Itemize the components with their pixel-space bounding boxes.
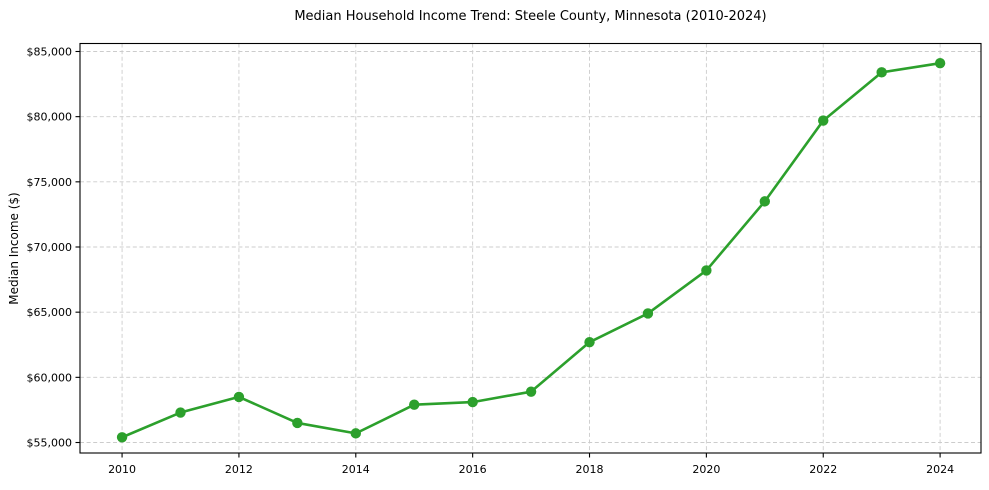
series-line — [120, 61, 942, 439]
y-tick-label: $55,000 — [27, 437, 73, 450]
data-point-marker — [642, 308, 654, 319]
data-point-marker — [116, 432, 128, 443]
data-point-marker — [409, 399, 420, 410]
x-tick-label: 2024 — [926, 463, 954, 476]
axes-layer: $55,000 $60,000 $65,000 $70,000 $75,000 $80,0… — [27, 42, 982, 476]
x-tick-label: 2010 — [108, 463, 136, 476]
data-point-marker — [350, 428, 361, 439]
series-layer — [116, 58, 946, 443]
x-tick-label: 2014 — [342, 463, 370, 476]
data-point-marker — [467, 396, 478, 408]
y-tick-label: $60,000 — [27, 371, 73, 384]
data-point-marker — [292, 417, 303, 429]
data-point-marker — [759, 196, 771, 207]
data-point-marker — [701, 265, 712, 276]
x-tick-label: 2020 — [692, 463, 720, 476]
x-tick-label: 2018 — [576, 463, 604, 476]
x-tick-label: 2016 — [459, 463, 487, 476]
data-point-marker — [584, 336, 595, 348]
data-point-marker — [818, 115, 829, 126]
x-tick-label: 2012 — [225, 463, 253, 476]
gridlines-layer — [80, 43, 981, 453]
data-point-marker — [525, 386, 537, 397]
data-point-marker — [233, 391, 245, 403]
y-tick-label: $80,000 — [27, 111, 73, 124]
y-tick-label: $70,000 — [27, 241, 73, 254]
y-tick-label: $85,000 — [27, 45, 73, 58]
data-point-marker — [876, 67, 887, 78]
y-tick-label: $75,000 — [27, 176, 73, 189]
x-tick-label: 2022 — [809, 463, 837, 476]
y-axis-label: Median Income ($) — [7, 192, 21, 304]
chart-title: Median Household Income Trend: Steele Co… — [294, 9, 766, 24]
plot-border — [79, 42, 982, 454]
y-tick-label: $65,000 — [27, 306, 73, 319]
data-point-marker — [175, 407, 186, 418]
data-point-marker — [934, 58, 946, 69]
